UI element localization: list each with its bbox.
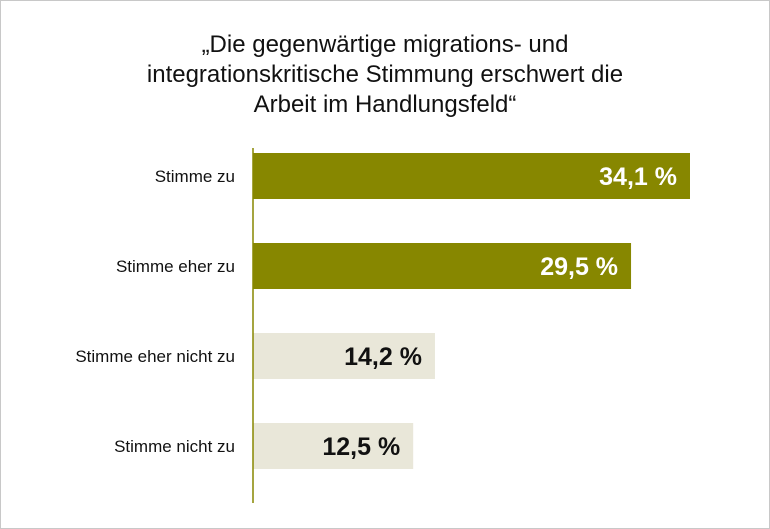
bar: [253, 423, 414, 469]
chart-title-line-1: „Die gegenwärtige migrations- und: [201, 31, 569, 58]
category-label: Stimme eher zu: [116, 257, 235, 276]
chart-title: „Die gegenwärtige migrations- und integr…: [0, 30, 770, 120]
category-label: Stimme eher nicht zu: [75, 347, 235, 366]
value-label: 29,5 %: [540, 253, 618, 281]
value-label: 34,1 %: [599, 163, 677, 191]
value-label: 14,2 %: [344, 343, 422, 371]
category-label: Stimme nicht zu: [114, 437, 235, 456]
bar: [253, 333, 435, 379]
value-label: 12,5 %: [322, 433, 400, 461]
chart-title-line-2: integrationskritische Stimmung erschwert…: [146, 61, 624, 88]
chart-title-line-3: Arbeit im Handlungsfeld“: [253, 91, 517, 118]
bar: [253, 153, 690, 199]
category-label: Stimme zu: [155, 167, 235, 186]
bar: [253, 243, 632, 289]
